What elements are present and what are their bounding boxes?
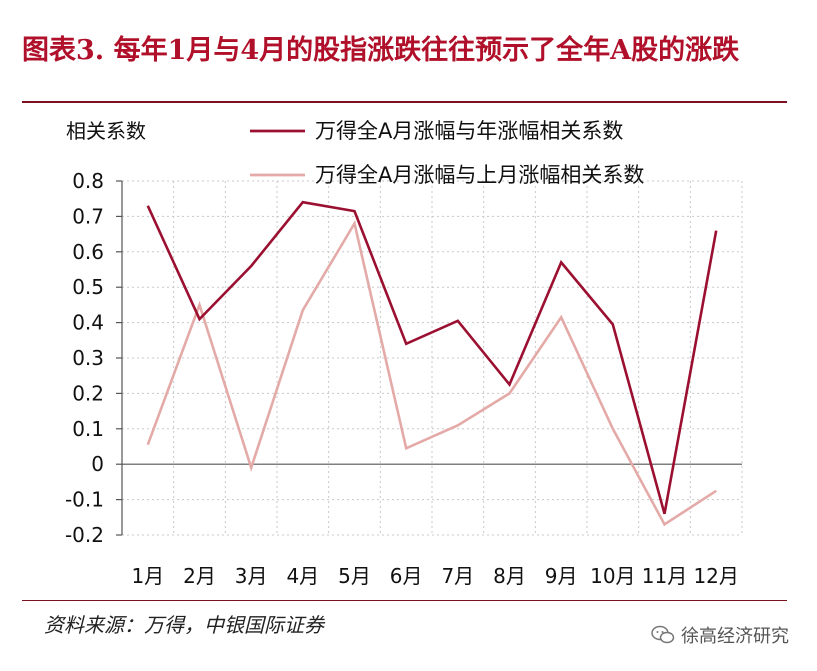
x-tick-label: 3月: [235, 564, 268, 588]
y-tick-labels: 0.8 0.7 0.6 0.5 0.4 0.3 0.2 0.1 0 -0.1 -0.2: [65, 169, 104, 547]
x-tick-label: 7月: [441, 564, 474, 588]
x-tick-label: 11月: [642, 564, 687, 588]
source-note: 资料来源：万得，中银国际证券: [44, 613, 324, 637]
grid-lines: [122, 180, 743, 536]
y-tick-label: 0.6: [72, 240, 104, 264]
y-tick-label: 0.7: [72, 204, 104, 228]
x-tick-label: 6月: [390, 564, 423, 588]
y-tick-label: 0.3: [72, 346, 104, 370]
x-tick-label: 12月: [693, 564, 738, 588]
wechat-icon: [651, 625, 675, 644]
x-tick-label: 1月: [131, 564, 164, 588]
y-tick-label: 0.4: [72, 311, 104, 335]
y-tick-label: 0.5: [72, 275, 104, 299]
series-line-2: [146, 220, 717, 527]
watermark-text: 徐高经济研究: [681, 626, 789, 647]
x-tick-label: 10月: [590, 564, 635, 588]
title-rule: [22, 101, 787, 103]
y-tick-label: 0.1: [72, 417, 104, 441]
x-tick-label: 2月: [183, 564, 216, 588]
x-tick-labels: 1月 2月 3月 4月 5月 6月 7月 8月 9月 10月 11月 12月: [131, 564, 738, 588]
axes: [116, 180, 742, 536]
y-tick-label: 0: [91, 452, 104, 476]
x-tick-label: 9月: [545, 564, 578, 588]
y-tick-label: -0.1: [65, 488, 104, 512]
series-lines: [146, 200, 718, 527]
y-tick-label: 0.2: [72, 381, 104, 405]
y-tick-label: 0.8: [72, 169, 104, 193]
x-tick-label: 8月: [493, 564, 526, 588]
legend-label-2: 万得全A月涨幅与上月涨幅相关系数: [315, 163, 644, 187]
watermark: 徐高经济研究: [651, 622, 789, 648]
x-tick-label: 4月: [286, 564, 319, 588]
y-axis-label: 相关系数: [66, 119, 146, 143]
y-tick-label: -0.2: [65, 523, 104, 547]
series-line-1: [146, 200, 718, 515]
figure-title: 图表3. 每年1月与4月的股指涨跌往往预示了全年A股的涨跌: [22, 35, 740, 66]
footer-rule: [22, 600, 787, 601]
x-tick-label: 5月: [338, 564, 371, 588]
line-chart: 0.8 0.7 0.6 0.5 0.4 0.3 0.2 0.1 0 -0.1 -0.2 1月 2月 3月…: [65, 119, 743, 588]
legend-label-1: 万得全A月涨幅与年涨幅相关系数: [315, 119, 623, 143]
